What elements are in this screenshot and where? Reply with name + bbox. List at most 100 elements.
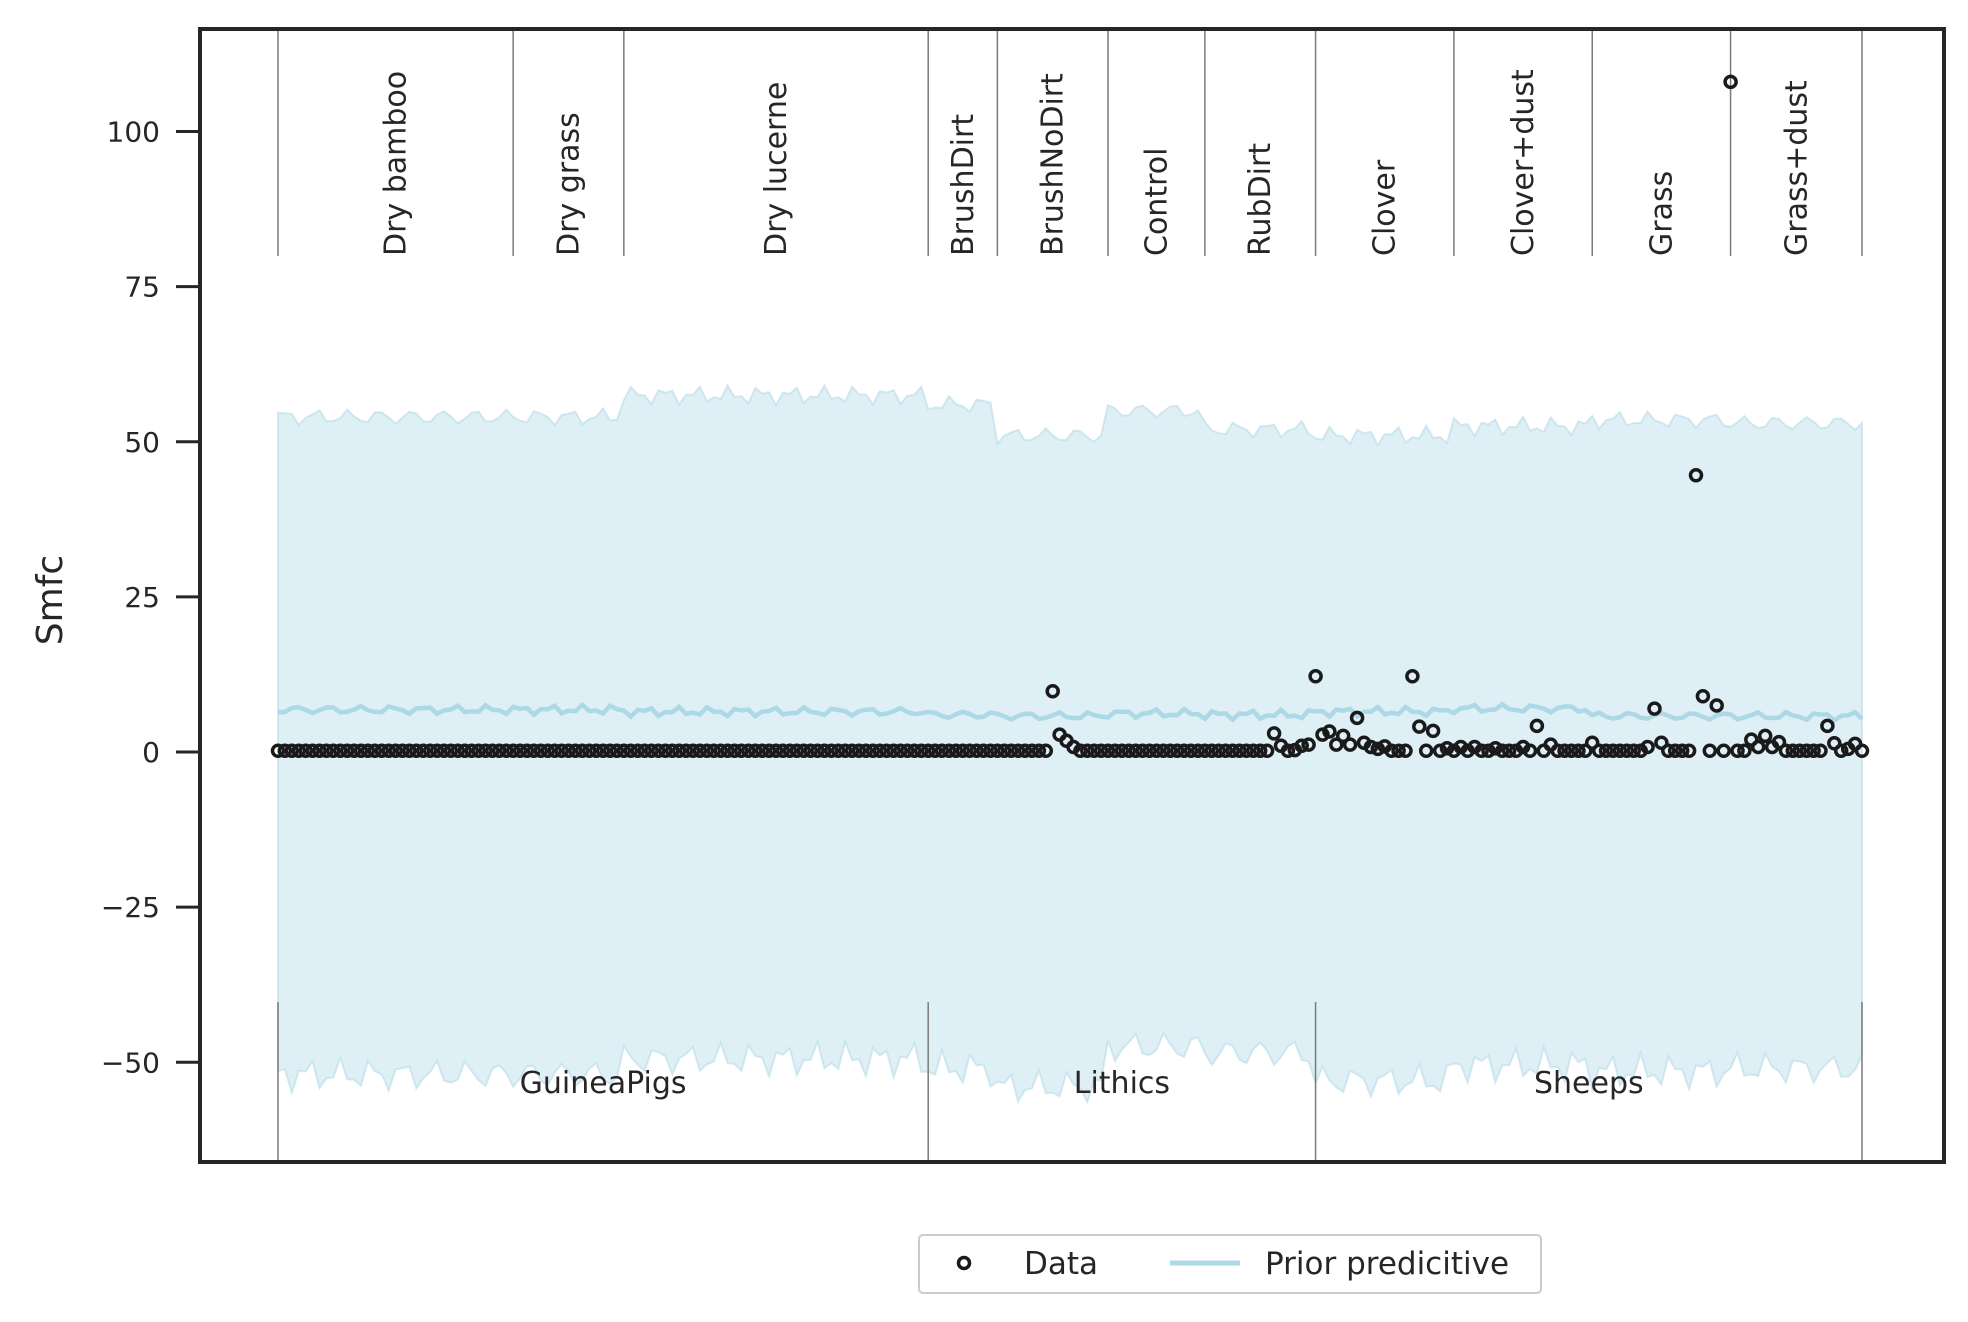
data-point	[443, 743, 459, 759]
data-point	[540, 743, 556, 759]
data-point	[1259, 743, 1275, 759]
data-point	[360, 743, 376, 759]
data-point	[934, 743, 950, 759]
data-point	[879, 743, 894, 759]
category-label-layer: Dry bamboo Dry grass Dry lucerne BrushDirt B…	[379, 69, 1815, 256]
data-point	[1688, 468, 1704, 483]
data-point	[1405, 669, 1420, 684]
category-label: Dry lucerne	[759, 82, 794, 256]
data-point	[1640, 739, 1655, 755]
data-point	[395, 743, 410, 759]
data-point	[837, 743, 853, 759]
data-point	[1128, 743, 1143, 759]
data-point	[1667, 743, 1683, 759]
data-point	[609, 743, 625, 759]
data-point	[1086, 743, 1102, 759]
data-point	[1820, 718, 1835, 734]
data-point	[893, 743, 908, 759]
data-point	[554, 743, 569, 759]
data-point	[1156, 743, 1171, 759]
data-point	[319, 743, 334, 759]
data-point	[1716, 743, 1731, 759]
data-point	[602, 743, 618, 759]
data-point	[1661, 743, 1676, 759]
data-point	[824, 743, 839, 759]
data-point	[471, 743, 486, 759]
data-point	[1709, 698, 1724, 713]
data-point	[1239, 743, 1254, 759]
data-point	[651, 743, 666, 759]
y-tick-label: 25	[124, 581, 160, 614]
data-point	[1218, 743, 1233, 759]
data-point	[1370, 741, 1386, 757]
data-point	[270, 743, 286, 759]
data-point-layer	[270, 74, 1870, 759]
category-label: RubDirt	[1243, 143, 1278, 256]
data-point	[1100, 743, 1116, 759]
data-point	[1197, 743, 1213, 759]
group-label: Sheeps	[1534, 1066, 1644, 1101]
data-point	[1149, 743, 1164, 759]
data-point	[367, 743, 383, 759]
data-point	[1349, 710, 1365, 726]
data-point	[595, 743, 611, 759]
data-point	[1308, 669, 1323, 684]
data-point	[1806, 743, 1821, 759]
data-point	[1522, 743, 1538, 759]
data-point	[561, 743, 576, 759]
data-point	[1612, 743, 1628, 759]
data-point	[844, 743, 860, 759]
data-point	[955, 743, 971, 759]
data-point	[450, 743, 466, 759]
data-point	[665, 743, 680, 759]
data-point	[637, 743, 652, 759]
data-point	[851, 743, 867, 759]
data-point	[277, 743, 293, 759]
data-point	[1674, 743, 1690, 759]
data-point	[741, 743, 756, 759]
data-point	[976, 743, 991, 759]
data-point	[1225, 743, 1240, 759]
data-point	[1246, 743, 1261, 759]
data-point	[422, 743, 438, 759]
y-tick-label: 0	[142, 736, 160, 769]
data-point	[1163, 743, 1178, 759]
data-point	[1750, 739, 1766, 755]
data-point	[678, 743, 694, 759]
data-point	[1114, 743, 1130, 759]
data-point	[1045, 683, 1060, 699]
separator-layer	[277, 29, 1863, 1162]
data-point	[1038, 743, 1054, 759]
data-point	[1003, 743, 1019, 759]
category-label: Grass+dust	[1779, 80, 1814, 256]
data-point	[1024, 743, 1040, 759]
data-point	[692, 743, 708, 759]
data-point	[1121, 743, 1137, 759]
data-point	[1363, 739, 1379, 755]
legend: Data Prior predicitive	[918, 1234, 1542, 1294]
data-point	[1647, 701, 1662, 716]
data-point	[568, 743, 583, 759]
data-point	[1169, 743, 1185, 759]
data-point	[505, 743, 521, 759]
data-point	[339, 743, 355, 759]
data-point	[775, 743, 791, 759]
data-point	[1439, 741, 1455, 756]
data-point	[1778, 743, 1794, 759]
data-point	[872, 743, 888, 759]
data-point	[1557, 743, 1572, 759]
data-point	[865, 743, 881, 759]
data-point	[1384, 743, 1399, 759]
data-point	[1031, 743, 1047, 759]
data-point	[699, 743, 715, 759]
data-point	[512, 743, 528, 759]
data-point	[1080, 743, 1095, 759]
data-point	[1799, 743, 1814, 759]
data-point	[1107, 743, 1123, 759]
data-point	[658, 743, 673, 759]
data-point	[485, 743, 500, 759]
data-point	[1142, 743, 1157, 759]
group-label: Lithics	[1074, 1066, 1170, 1101]
data-point	[1488, 741, 1503, 756]
data-point	[333, 743, 348, 759]
